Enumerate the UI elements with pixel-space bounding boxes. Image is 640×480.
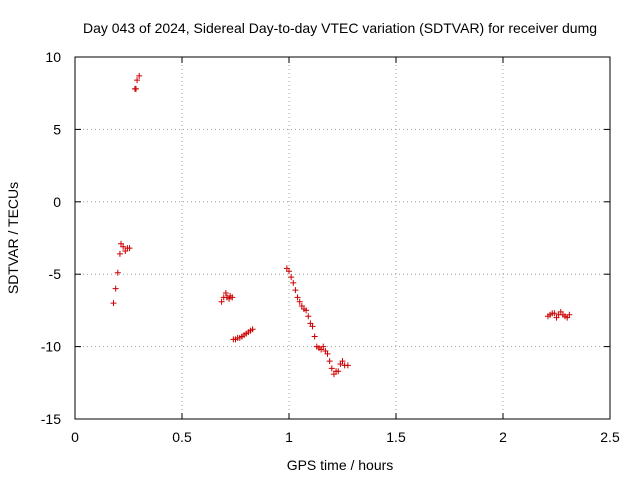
data-point bbox=[116, 250, 123, 257]
data-point bbox=[294, 294, 301, 301]
data-point bbox=[292, 287, 299, 294]
data-point bbox=[305, 313, 312, 320]
data-point bbox=[120, 243, 127, 250]
y-tick-label: 5 bbox=[53, 121, 61, 137]
data-point bbox=[222, 290, 229, 297]
axis-ticks bbox=[74, 56, 611, 420]
data-point bbox=[311, 333, 318, 340]
data-point bbox=[249, 326, 256, 333]
y-tick-label: -15 bbox=[41, 411, 61, 427]
chart-title: Day 043 of 2024, Sidereal Day-to-day VTE… bbox=[83, 20, 597, 36]
data-point bbox=[136, 72, 143, 79]
y-tick-label: -5 bbox=[49, 266, 62, 282]
data-point bbox=[114, 269, 121, 276]
y-tick-label: 10 bbox=[45, 49, 61, 65]
data-point bbox=[288, 274, 295, 281]
y-axis-label: SDTVAR / TECUs bbox=[5, 182, 21, 294]
data-point bbox=[110, 300, 117, 307]
data-point bbox=[126, 245, 133, 252]
data-point bbox=[566, 311, 573, 318]
y-tick-label: 0 bbox=[53, 194, 61, 210]
x-tick-label: 0.5 bbox=[172, 429, 192, 445]
data-point bbox=[303, 307, 310, 314]
data-point bbox=[335, 368, 342, 375]
data-point bbox=[324, 350, 331, 357]
data-point bbox=[551, 310, 558, 317]
x-tick-label: 1 bbox=[285, 429, 293, 445]
data-point bbox=[134, 77, 141, 84]
x-axis-label: GPS time / hours bbox=[287, 457, 394, 473]
data-points bbox=[110, 72, 573, 378]
data-point bbox=[339, 358, 346, 365]
data-point bbox=[290, 279, 297, 286]
data-point bbox=[326, 358, 333, 365]
data-point bbox=[286, 268, 292, 275]
tick-labels: 0 0.5 1 1.5 2 2.5 -15 -10 -5 0 5 10 bbox=[41, 49, 620, 445]
data-point bbox=[328, 365, 335, 372]
data-point bbox=[309, 323, 316, 330]
data-point bbox=[218, 298, 225, 305]
data-point bbox=[112, 285, 119, 292]
x-tick-label: 2 bbox=[499, 429, 507, 445]
data-point bbox=[296, 298, 303, 305]
data-point bbox=[344, 362, 351, 369]
data-point bbox=[226, 295, 233, 302]
grid-lines bbox=[75, 57, 610, 419]
y-tick-label: -10 bbox=[41, 339, 61, 355]
x-tick-label: 1.5 bbox=[386, 429, 406, 445]
data-point bbox=[320, 343, 327, 350]
x-tick-label: 0 bbox=[71, 429, 79, 445]
x-tick-label: 2.5 bbox=[600, 429, 620, 445]
data-point bbox=[229, 294, 236, 301]
plot-frame bbox=[74, 56, 611, 420]
data-point bbox=[132, 85, 139, 92]
